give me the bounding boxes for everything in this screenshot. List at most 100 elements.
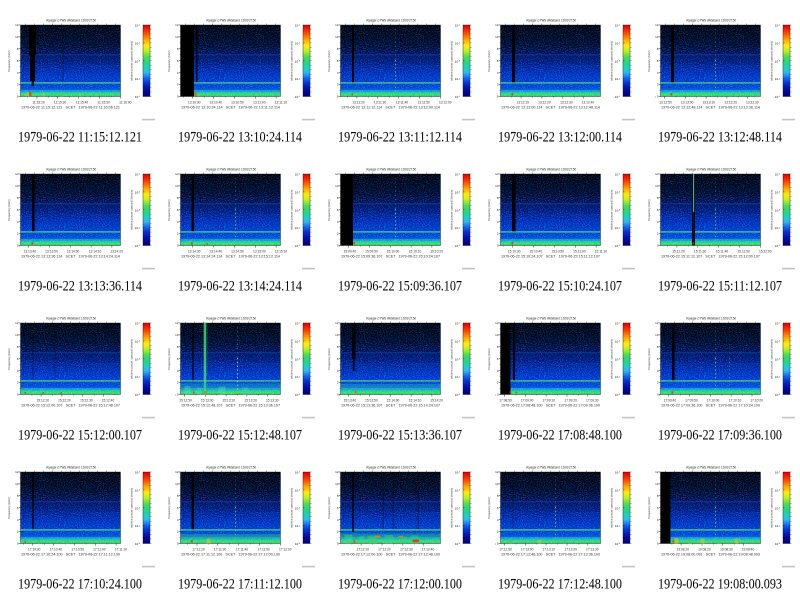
- svg-text:1979-06-22 15:10:24.107: 1979-06-22 15:10:24.107: [498, 279, 622, 295]
- svg-text:1979-06-22 13:14:24.114: 1979-06-22 13:14:24.114: [178, 279, 302, 295]
- svg-text:13:15:00: 13:15:00: [253, 250, 266, 254]
- svg-text:19:08:20: 19:08:20: [698, 548, 711, 552]
- svg-text:17:12:40: 17:12:40: [422, 548, 435, 552]
- svg-text:1979-06-22 17:09:36.100: 1979-06-22 17:09:36.100: [658, 428, 782, 444]
- svg-text:1979-06-22 17:11:12.100: 1979-06-22 17:11:12.100: [178, 577, 302, 593]
- svg-text:13:10:40: 13:10:40: [209, 101, 222, 105]
- svg-text:13:10:50: 13:10:50: [231, 101, 244, 105]
- svg-text:15:14:00: 15:14:00: [387, 399, 400, 403]
- svg-text:15:09:50: 15:09:50: [365, 250, 378, 254]
- svg-text:15:10:30: 15:10:30: [508, 250, 521, 254]
- svg-text:1979-06-22 13:12:00.114 SCET: 1979-06-22 13:12:00.114 SCET 1979-06-22 …: [501, 105, 600, 109]
- svg-text:15:11:10: 15:11:10: [595, 250, 608, 254]
- svg-text:1979-06-22 15:11:12.107: 1979-06-22 15:11:12.107: [658, 279, 782, 295]
- svg-text:17:09:30: 17:09:30: [586, 399, 599, 403]
- svg-text:1979-06-22 13:11:12.114: 1979-06-22 13:11:12.114: [338, 130, 462, 146]
- svg-text:17:12:20: 17:12:20: [378, 548, 391, 552]
- svg-text:15:11:40: 15:11:40: [716, 250, 729, 254]
- svg-text:17:13:00: 17:13:00: [521, 548, 534, 552]
- svg-text:15:13:10: 15:13:10: [222, 399, 235, 403]
- svg-text:15:14:20: 15:14:20: [430, 399, 443, 403]
- svg-text:1979-06-22 13:13:36.114: 1979-06-22 13:13:36.114: [18, 279, 142, 295]
- svg-text:1979-06-22 15:11:12.107 SCET: 1979-06-22 15:11:12.107 SCET 1979-06-22 …: [661, 254, 760, 258]
- svg-text:1979-06-22 17:09:36.100 SCET: 1979-06-22 17:09:36.100 SCET 1979-06-22 …: [661, 403, 760, 407]
- svg-text:13:11:20: 13:11:20: [352, 101, 365, 105]
- svg-text:17:10:30: 17:10:30: [28, 548, 41, 552]
- svg-text:11:16:00: 11:16:00: [119, 101, 132, 105]
- svg-text:1979-06-22 17:12:48.100 SCET: 1979-06-22 17:12:48.100 SCET 1979-06-22 …: [501, 552, 600, 556]
- svg-text:17:09:20: 17:09:20: [564, 399, 577, 403]
- svg-text:17:09:00: 17:09:00: [521, 399, 534, 403]
- svg-text:13:14:40: 13:14:40: [209, 250, 222, 254]
- svg-text:17:11:50: 17:11:50: [257, 548, 270, 552]
- svg-text:1979-06-22 13:14:24.114 SCET: 1979-06-22 13:14:24.114 SCET 1979-06-22 …: [181, 254, 280, 258]
- svg-text:17:09:50: 17:09:50: [685, 399, 698, 403]
- svg-text:17:12:30: 17:12:30: [400, 548, 413, 552]
- svg-text:19:08:10: 19:08:10: [677, 548, 690, 552]
- svg-text:15:12:10: 15:12:10: [37, 399, 50, 403]
- svg-text:1979-06-22 15:12:48.107: 1979-06-22 15:12:48.107: [178, 428, 302, 444]
- svg-text:15:11:00: 15:11:00: [573, 250, 586, 254]
- svg-text:17:11:30: 17:11:30: [214, 548, 227, 552]
- svg-text:1979-06-22 17:12:48.100: 1979-06-22 17:12:48.100: [498, 577, 622, 593]
- svg-text:15:12:00: 15:12:00: [759, 250, 772, 254]
- svg-text:1979-06-22 11:15:12.121 SCET: 1979-06-22 11:15:12.121 SCET 1979-06-22 …: [21, 105, 120, 109]
- svg-text:15:09:40: 15:09:40: [344, 250, 357, 254]
- svg-text:1979-06-22 13:13:36.114 SCET: 1979-06-22 13:13:36.114 SCET 1979-06-22 …: [21, 254, 120, 258]
- svg-text:1979-06-22 15:09:36.107 SCET: 1979-06-22 15:09:36.107 SCET 1979-06-22 …: [341, 254, 440, 258]
- svg-text:1979-06-22 15:09:36.107: 1979-06-22 15:09:36.107: [338, 279, 462, 295]
- svg-text:19:08:30: 19:08:30: [720, 548, 733, 552]
- svg-text:11:15:30: 11:15:30: [54, 101, 67, 105]
- svg-text:17:12:00: 17:12:00: [279, 548, 292, 552]
- svg-text:13:12:50: 13:12:50: [659, 101, 672, 105]
- svg-text:1979-06-22 15:10:24.107 SCET: 1979-06-22 15:10:24.107 SCET 1979-06-22 …: [501, 254, 600, 258]
- svg-text:17:12:50: 17:12:50: [499, 548, 512, 552]
- svg-text:17:12:10: 17:12:10: [357, 548, 370, 552]
- svg-text:1979-06-22 19:08:00.093 SCET: 1979-06-22 19:08:00.093 SCET 1979-06-22 …: [661, 552, 760, 556]
- svg-text:13:13:30: 13:13:30: [746, 101, 759, 105]
- svg-text:13:13:20: 13:13:20: [724, 101, 737, 105]
- svg-text:13:13:40: 13:13:40: [24, 250, 37, 254]
- svg-text:17:13:30: 17:13:30: [586, 548, 599, 552]
- svg-text:17:08:50: 17:08:50: [499, 399, 512, 403]
- svg-text:19:08:40: 19:08:40: [742, 548, 755, 552]
- svg-text:17:11:20: 17:11:20: [192, 548, 205, 552]
- svg-text:17:13:10: 17:13:10: [542, 548, 555, 552]
- svg-text:13:11:10: 13:11:10: [275, 101, 288, 105]
- svg-text:13:14:00: 13:14:00: [67, 250, 80, 254]
- svg-text:17:13:20: 17:13:20: [564, 548, 577, 552]
- svg-text:13:12:20: 13:12:20: [538, 101, 551, 105]
- svg-text:17:10:00: 17:10:00: [707, 399, 720, 403]
- svg-text:15:12:20: 15:12:20: [58, 399, 71, 403]
- svg-text:1979-06-22 17:11:12.100 SCET: 1979-06-22 17:11:12.100 SCET 1979-06-22 …: [181, 552, 280, 556]
- svg-text:1979-06-22 15:13:36.107: 1979-06-22 15:13:36.107: [338, 428, 462, 444]
- svg-text:17:10:50: 17:10:50: [71, 548, 84, 552]
- svg-text:15:13:30: 15:13:30: [266, 399, 279, 403]
- svg-text:1979-06-22 13:12:48.114 SCET: 1979-06-22 13:12:48.114 SCET 1979-06-22 …: [661, 105, 760, 109]
- svg-text:1979-06-22 17:08:48.100 SCET: 1979-06-22 17:08:48.100 SCET 1979-06-22 …: [501, 403, 600, 407]
- svg-text:13:14:50: 13:14:50: [231, 250, 244, 254]
- svg-text:15:11:50: 15:11:50: [737, 250, 750, 254]
- svg-text:13:14:10: 13:14:10: [89, 250, 102, 254]
- svg-text:13:12:10: 13:12:10: [517, 101, 530, 105]
- svg-text:1979-06-22 15:12:48.107 SCET: 1979-06-22 15:12:48.107 SCET 1979-06-22 …: [181, 403, 280, 407]
- svg-text:13:11:30: 13:11:30: [374, 101, 387, 105]
- svg-text:17:09:40: 17:09:40: [664, 399, 677, 403]
- svg-text:1979-06-22 17:10:24.100 SCET: 1979-06-22 17:10:24.100 SCET 1979-06-22 …: [21, 552, 120, 556]
- svg-text:15:10:40: 15:10:40: [529, 250, 542, 254]
- svg-text:13:11:00: 13:11:00: [253, 101, 266, 105]
- svg-text:1979-06-22 13:11:12.114 SCET: 1979-06-22 13:11:12.114 SCET 1979-06-22 …: [341, 105, 440, 109]
- svg-text:17:10:10: 17:10:10: [729, 399, 742, 403]
- svg-text:15:10:00: 15:10:00: [387, 250, 400, 254]
- svg-text:15:13:20: 15:13:20: [244, 399, 257, 403]
- svg-text:15:10:20: 15:10:20: [430, 250, 443, 254]
- svg-text:1979-06-22 15:12:00.107 SCET: 1979-06-22 15:12:00.107 SCET 1979-06-22 …: [21, 403, 120, 407]
- svg-text:1979-06-22 17:12:00.100 SCET: 1979-06-22 17:12:00.100 SCET 1979-06-22 …: [341, 552, 440, 556]
- svg-text:13:10:30: 13:10:30: [188, 101, 201, 105]
- svg-text:17:11:00: 17:11:00: [93, 548, 106, 552]
- svg-text:13:11:50: 13:11:50: [417, 101, 430, 105]
- svg-text:15:10:10: 15:10:10: [409, 250, 422, 254]
- svg-text:17:10:40: 17:10:40: [49, 548, 62, 552]
- svg-text:1979-06-22 13:12:00.114: 1979-06-22 13:12:00.114: [498, 130, 622, 146]
- svg-text:15:14:10: 15:14:10: [409, 399, 422, 403]
